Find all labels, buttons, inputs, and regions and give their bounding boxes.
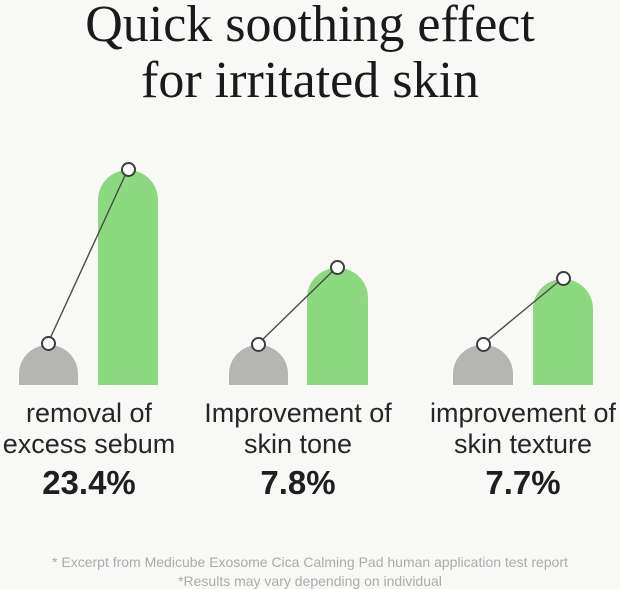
footnote: * Excerpt from Medicube Exosome Cica Cal…: [0, 553, 620, 589]
footnote-line-1: * Excerpt from Medicube Exosome Cica Cal…: [52, 554, 568, 570]
category-label-line: skin tone: [243, 429, 353, 459]
improvement-value-sebum: 23.4%: [42, 464, 136, 501]
category-label-line: Improvement of: [204, 398, 392, 428]
bar-skin-texture-after: [533, 279, 593, 385]
category-label-line: skin texture: [453, 429, 593, 459]
category-label-skin-tone: Improvement of skin tone: [198, 398, 398, 460]
category-label-skin-texture: improvement of skin texture: [421, 398, 620, 460]
page-title-line-1: Quick soothing effect: [85, 0, 535, 53]
improvement-value-skin-tone: 7.8%: [260, 464, 336, 501]
group-skin-tone: Improvement of skin tone 7.8%: [198, 398, 398, 500]
category-label-line: excess sebum: [2, 429, 176, 459]
bar-sebum-after: [98, 170, 158, 385]
marker-sebum-before-icon: [40, 335, 56, 351]
category-label-line: removal of: [25, 398, 153, 428]
group-sebum: removal of excess sebum 23.4%: [0, 398, 184, 500]
marker-skin-tone-before-icon: [250, 336, 266, 352]
bar-sebum-before: [19, 345, 78, 385]
marker-skin-tone-after-icon: [329, 259, 345, 275]
footnote-line-2: *Results may vary depending on individua…: [178, 573, 442, 589]
bar-skin-tone-before: [229, 345, 288, 385]
marker-skin-texture-after-icon: [555, 270, 571, 286]
category-label-sebum: removal of excess sebum: [0, 398, 184, 460]
bar-skin-tone-after: [307, 268, 368, 385]
category-label-line: improvement of: [429, 398, 617, 428]
marker-sebum-after-icon: [120, 161, 136, 177]
improvement-value-skin-texture: 7.7%: [485, 464, 561, 501]
marker-skin-texture-before-icon: [475, 336, 491, 352]
bar-skin-texture-before: [453, 345, 513, 385]
page-title-line-2: for irritated skin: [141, 52, 479, 109]
page-title: Quick soothing effect for irritated skin: [0, 0, 620, 109]
group-skin-texture: improvement of skin texture 7.7%: [421, 398, 620, 500]
